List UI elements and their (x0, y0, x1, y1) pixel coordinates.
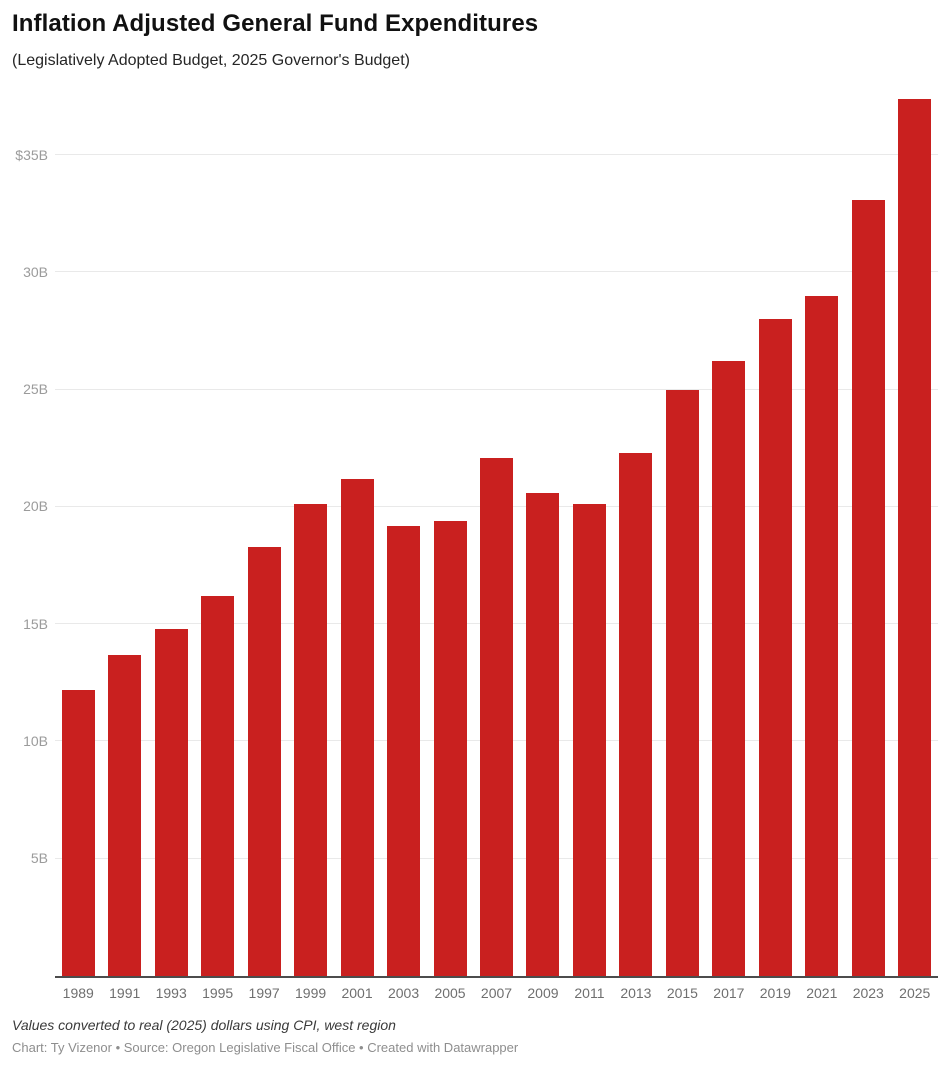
chart-subtitle: (Legislatively Adopted Budget, 2025 Gove… (12, 51, 410, 69)
bar-cell (892, 92, 938, 976)
x-tick-label-2023: 2023 (852, 984, 884, 1001)
x-tick-label-2001: 2001 (341, 984, 373, 1001)
bar-cell (55, 92, 101, 976)
x-tick-label-1999: 1999 (295, 984, 327, 1001)
bar-2005 (433, 520, 467, 976)
bar-cell (566, 92, 612, 976)
bar-cell (706, 92, 752, 976)
y-tick-label: 25B (23, 381, 48, 398)
bar-2017 (712, 361, 746, 976)
x-tick-label-1993: 1993 (155, 984, 187, 1001)
bar-2025 (898, 98, 932, 976)
y-tick-label: 15B (23, 615, 48, 632)
bar-cell (194, 92, 240, 976)
x-tick-label-1997: 1997 (248, 984, 280, 1001)
bar-cell (752, 92, 798, 976)
x-tick-label-2019: 2019 (759, 984, 791, 1001)
bar-2019 (758, 319, 792, 976)
bar-2009 (526, 492, 560, 976)
x-tick-label-2017: 2017 (713, 984, 745, 1001)
x-axis-labels: 1989 1991 1993 1995 1997 1999 2001 2003 2005 2007… (55, 978, 938, 1001)
bar-2003 (387, 525, 421, 976)
bar-1997 (247, 546, 281, 976)
x-tick-label-2009: 2009 (527, 984, 559, 1001)
bar-2007 (479, 457, 513, 976)
bar-2023 (851, 199, 885, 976)
plot-area: 5B 10B 15B 20B 25B 30B $35B (15, 92, 938, 978)
gridline-30b: 30B (23, 264, 938, 280)
bar-cell (241, 92, 287, 976)
x-tick-label-1989: 1989 (62, 984, 94, 1001)
x-tick-label-2013: 2013 (620, 984, 652, 1001)
x-tick-label-2025: 2025 (899, 984, 931, 1001)
page-title: Inflation Adjusted General Fund Expendit… (12, 10, 539, 37)
x-tick-label-1995: 1995 (202, 984, 234, 1001)
x-tick-label-2011: 2011 (574, 984, 605, 1001)
bar-2011 (572, 504, 606, 976)
bars-group (55, 92, 938, 976)
bar-cell (427, 92, 473, 976)
bar-cell (520, 92, 566, 976)
bar-cell (287, 92, 333, 976)
footer-byline: Chart: Ty Vizenor • Source: Oregon Legis… (12, 1039, 519, 1055)
footer-note: Values converted to real (2025) dollars … (12, 1016, 396, 1033)
bar-2001 (340, 478, 374, 976)
bar-2021 (805, 295, 839, 976)
chart-header: Inflation Adjusted General Fund Expendit… (12, 10, 938, 70)
y-tick-label: 10B (23, 732, 48, 749)
x-tick-label-2003: 2003 (387, 984, 420, 1001)
bar-1995 (201, 595, 235, 976)
bar-1999 (294, 504, 328, 976)
chart-footer: Values converted to real (2025) dollars … (12, 1017, 938, 1055)
bar-cell (148, 92, 194, 976)
bar-2015 (665, 389, 699, 976)
bar-2013 (619, 452, 653, 976)
y-tick-label: 5B (30, 850, 48, 867)
x-tick-label-1991: 1991 (109, 984, 141, 1001)
y-tick-label: 30B (23, 263, 48, 280)
bar-cell (613, 92, 659, 976)
gridline-25b: 25B (23, 381, 938, 397)
x-tick-label-2005: 2005 (434, 984, 466, 1001)
x-tick-label-2015: 2015 (666, 984, 698, 1001)
gridline-35b: $35B (15, 147, 938, 163)
bar-cell (473, 92, 519, 976)
bar-cell (845, 92, 891, 976)
bar-cell (380, 92, 426, 976)
x-tick-label-2021: 2021 (806, 984, 838, 1001)
bar-cell (101, 92, 147, 976)
y-tick-label: 20B (23, 498, 48, 515)
bar-1991 (108, 654, 142, 976)
bar-cell (659, 92, 705, 976)
bar-1993 (154, 628, 188, 976)
bar-1989 (61, 689, 95, 976)
bar-cell (799, 92, 845, 976)
x-tick-label-2007: 2007 (480, 984, 513, 1001)
bar-chart: 5B 10B 15B 20B 25B 30B $35B 1989 1991 1993 1995 19… (12, 92, 938, 1001)
y-tick-label: $35B (15, 146, 48, 163)
bar-cell (334, 92, 380, 976)
